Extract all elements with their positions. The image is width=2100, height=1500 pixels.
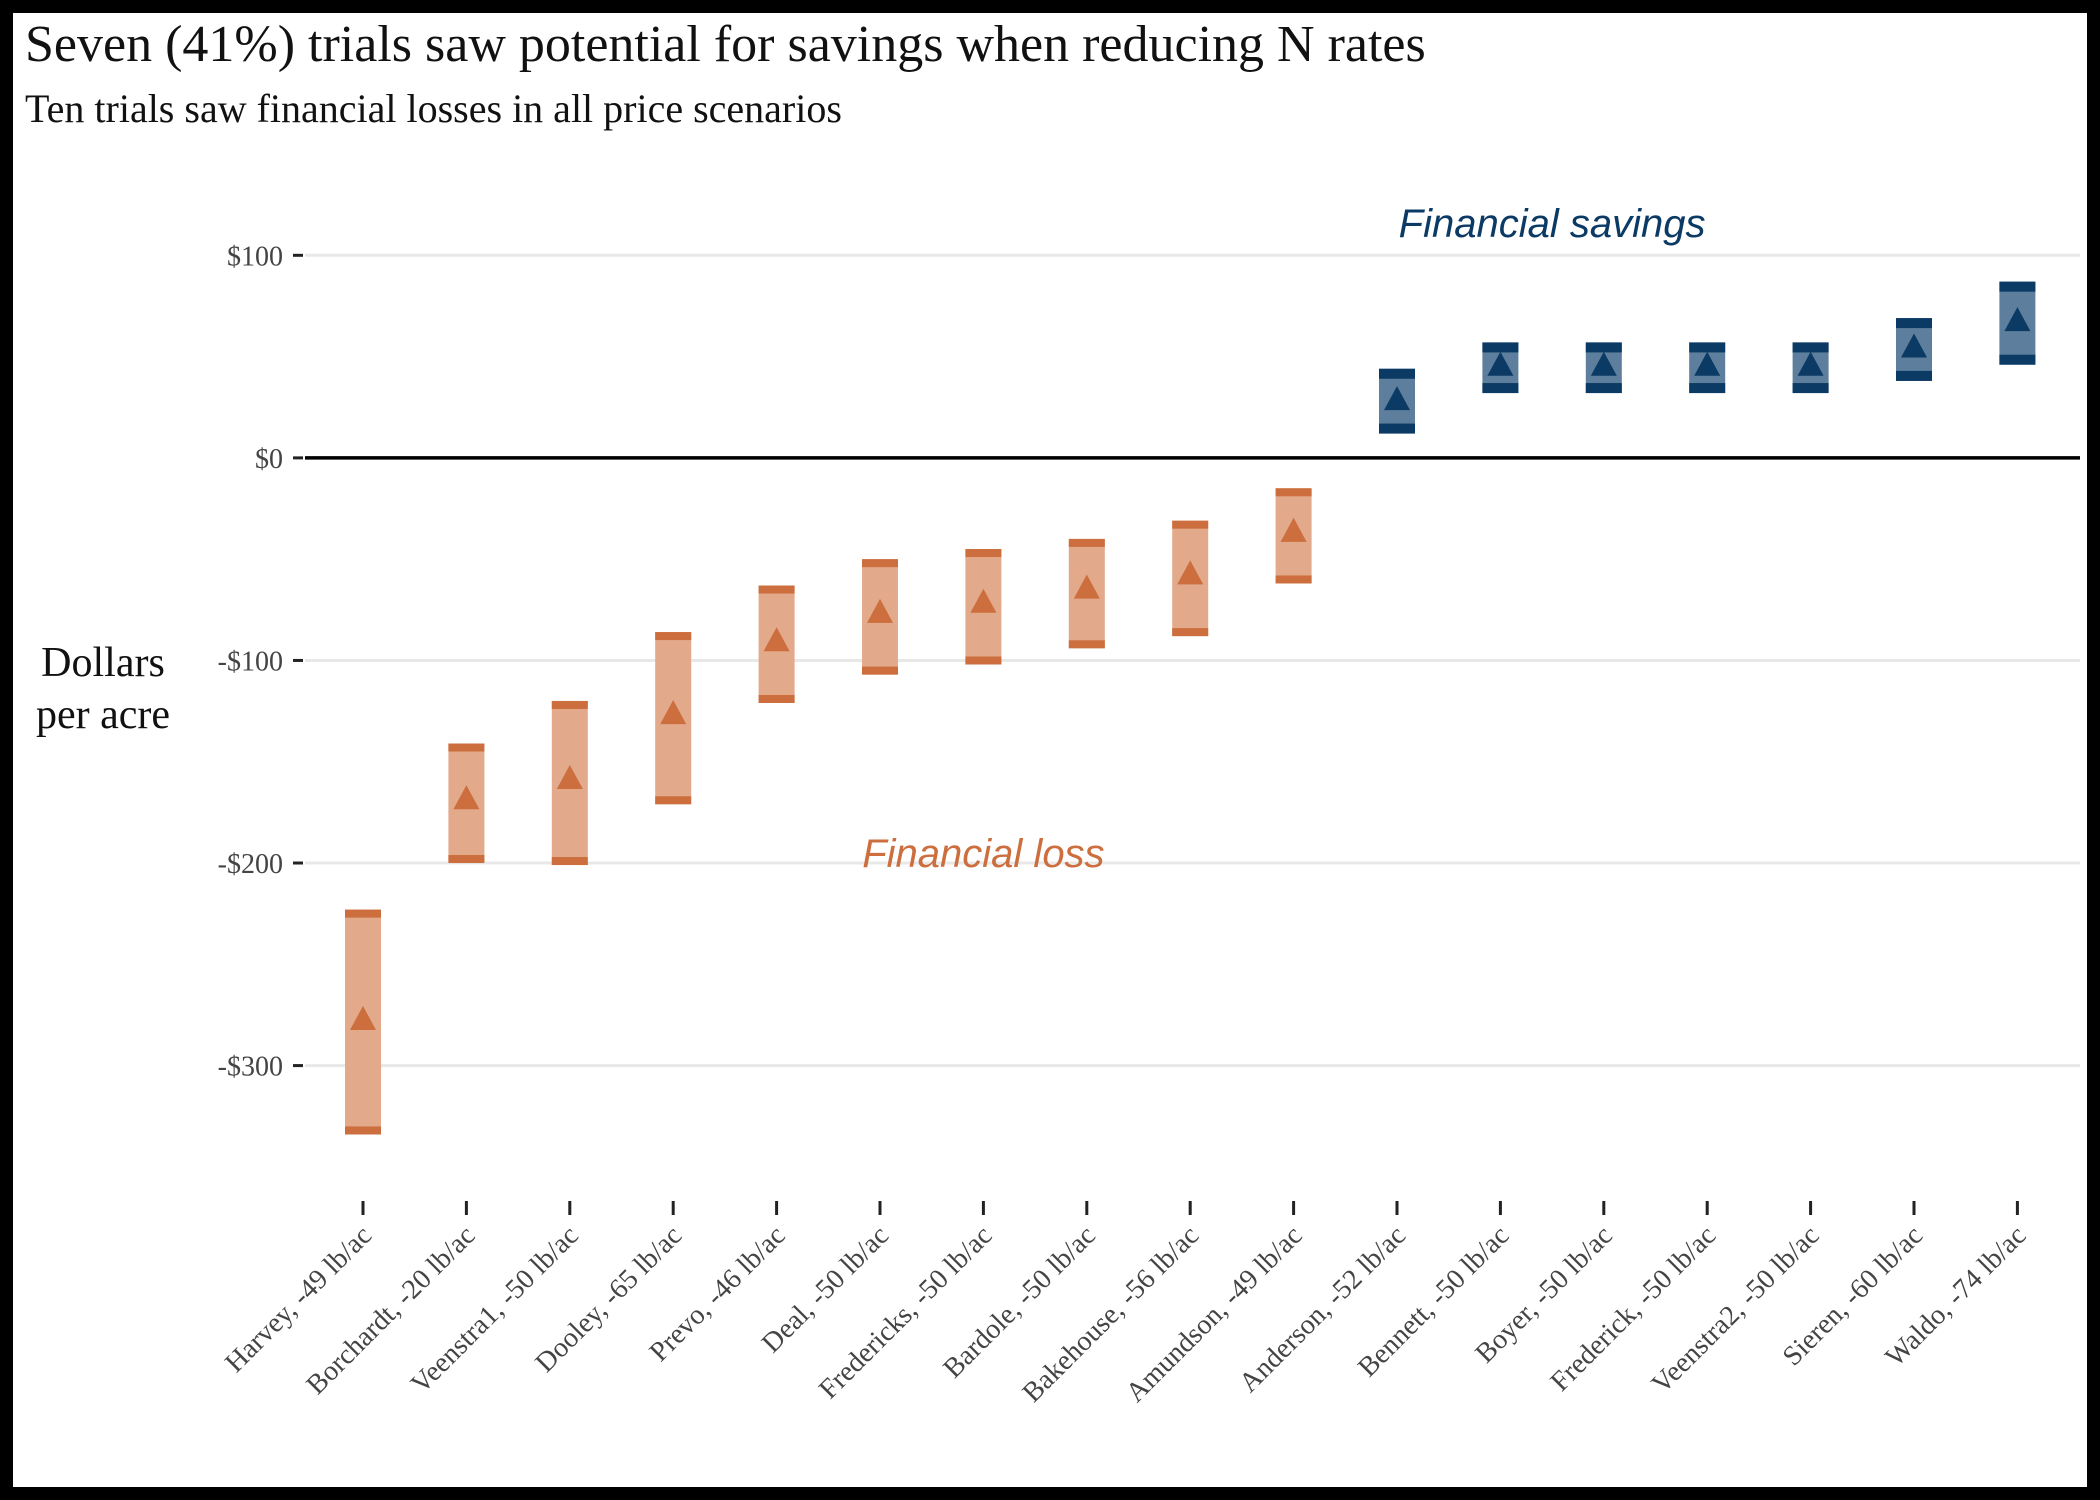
range-bar [1585,342,1622,394]
range-low-cap [758,694,795,703]
y-tick-label: -$300 [218,1052,283,1083]
x-tick-label: Fredericks, -50 lb/ac [813,1220,998,1405]
x-tick-label: Amundson, -49 lb/ac [1120,1220,1309,1409]
mid-point-marker [1901,333,1927,358]
chart-subtitle: Ten trials saw financial losses in all p… [25,86,842,131]
range-low-cap [1172,628,1209,637]
range-low-cap [448,855,485,864]
range-high-cap [1482,342,1519,353]
y-tick-label: $100 [227,241,283,272]
range-bar [1482,342,1519,394]
range-low-cap [655,796,692,805]
range-high-cap [1172,520,1209,529]
range-low-cap [1999,354,2036,365]
y-tick-label: -$200 [218,849,283,880]
range-low-cap [1379,423,1415,434]
range-bar [448,743,485,864]
annotation-label: Financial loss [862,832,1104,876]
range-low-cap [345,1126,381,1135]
range-high-cap [1792,342,1829,353]
range-high-cap [448,743,485,752]
range-low-cap [1275,575,1312,584]
range-high-cap [655,632,692,641]
y-axis-label-line-2: per acre [35,692,171,738]
range-bar [1379,368,1415,434]
range-high-cap [1896,318,1932,329]
grid-layer [305,253,2080,1068]
range-high-cap [1275,488,1312,497]
range-bar [1896,318,1932,381]
range-high-cap [551,700,588,709]
mid-point-marker [867,598,893,623]
range-low-cap [965,656,1002,665]
range-low-cap [862,666,898,675]
range-low-cap [1896,370,1932,381]
range-bar [345,909,381,1135]
range-high-cap [1379,368,1415,379]
mid-point-marker [1073,574,1100,599]
y-tick-label: $0 [255,444,283,475]
range-bar [1999,281,2036,365]
range-low-cap [1482,383,1519,394]
range-bars [345,281,2036,1135]
x-tick-label: Bakehouse, -56 lb/ac [1017,1220,1206,1409]
range-bar [1275,488,1312,584]
chart-title: Seven (41%) trials saw potential for sav… [25,16,1426,73]
range-high-cap [862,559,898,568]
range-low-cap [1585,383,1622,394]
range-bar [1068,538,1105,649]
range-high-cap [1999,281,2036,292]
plot-area: $100 $0 -$100 -$200 -$300 Harvey, -49 lb/acB… [218,202,2080,1409]
range-bar [1172,520,1209,637]
y-axis-label-line-1: Dollars [41,640,165,686]
mid-point-marker [1487,351,1514,376]
range-high-cap [965,549,1002,558]
mid-point-marker [1384,386,1410,411]
range-high-cap [1689,342,1726,353]
range-bar [758,585,795,703]
mid-point-marker [763,627,790,652]
mid-point-marker [1280,517,1307,542]
mid-point-marker [1797,351,1824,376]
range-high-cap [1585,342,1622,353]
mid-point-marker [556,764,583,789]
range-bar [655,632,692,805]
annotations: Financial savings Financial loss [862,202,1705,876]
mid-point-marker [970,588,997,613]
range-bar [551,700,588,866]
y-tick-label: -$100 [218,646,283,677]
mid-point-marker [1694,351,1721,376]
mid-point-marker [1177,560,1204,585]
mid-point-marker [350,1005,376,1031]
range-low-cap [1689,383,1726,394]
annotation-label: Financial savings [1399,202,1706,246]
mid-point-marker [1590,351,1617,376]
mid-point-marker [660,700,687,725]
y-axis-label: Dollars per acre [13,637,193,741]
range-low-cap [1068,640,1105,649]
range-bar [862,559,898,675]
y-axis: $100 $0 -$100 -$200 -$300 [218,241,303,1083]
mid-point-marker [2004,307,2031,332]
range-bar [1792,342,1829,394]
range-high-cap [345,909,381,918]
range-bar [965,549,1002,665]
range-high-cap [758,585,795,594]
range-bar [1689,342,1726,394]
range-low-cap [551,857,588,866]
range-low-cap [1792,383,1829,394]
mid-point-marker [453,785,480,810]
range-high-cap [1068,538,1105,547]
